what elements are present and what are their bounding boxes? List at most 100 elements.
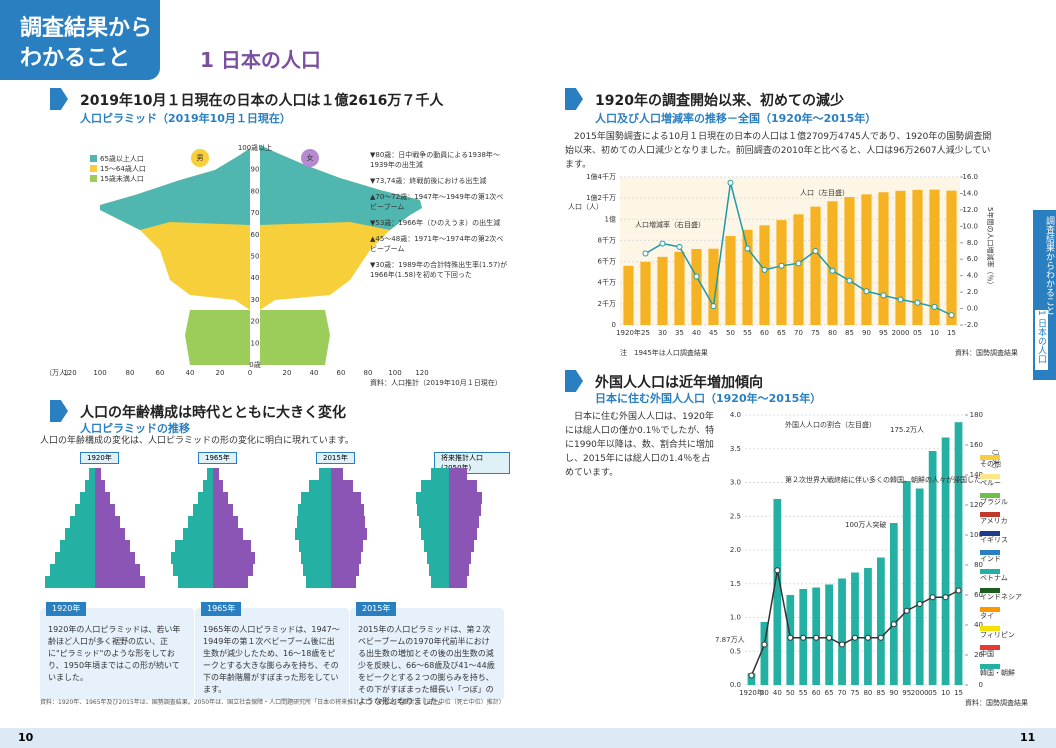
note: ▼53歳：1966年（ひのえうま）の出生減 bbox=[370, 219, 501, 227]
y2-tick-label: 80 bbox=[974, 561, 983, 569]
box-text: 1920年の人口ピラミッドは、若い年齢ほど人口が多く裾野の広い、正に"ピラミッド… bbox=[48, 625, 181, 682]
point bbox=[897, 296, 904, 303]
heading: 人口の年齢構成は時代とともに大きく変化 bbox=[80, 405, 346, 421]
chevron bbox=[565, 370, 583, 392]
female-shape bbox=[95, 468, 145, 588]
population-chart: 0 2千万 4千万 6千万 8千万 1億 1億2千万 1億4千万 -2.0 0.0 2.0 4.0 6.… bbox=[568, 172, 1018, 357]
point bbox=[948, 312, 955, 319]
note: ▼73,74歳：終戦前後における出生減 bbox=[370, 177, 487, 185]
x-tick-label: 1920年 bbox=[739, 688, 764, 697]
x-tick-label: 60 bbox=[812, 689, 821, 697]
point bbox=[761, 266, 768, 273]
point bbox=[903, 607, 910, 614]
bar bbox=[691, 248, 702, 325]
x-tick-label: 70 bbox=[838, 689, 847, 697]
mini-pyramid bbox=[416, 468, 482, 588]
point bbox=[813, 634, 820, 641]
x-tick-label: 55 bbox=[743, 329, 752, 337]
mini-pyramid bbox=[45, 468, 145, 588]
subheading: 人口ピラミッド（2019年10月１日現在） bbox=[80, 112, 291, 125]
mini-pyramid bbox=[171, 468, 255, 588]
callout: 100万人突破 bbox=[845, 520, 886, 529]
female-shape bbox=[449, 468, 482, 588]
year-label: 1920年 bbox=[80, 452, 119, 464]
bar bbox=[760, 622, 769, 685]
x-tick-label: 45 bbox=[709, 329, 718, 337]
point bbox=[774, 567, 781, 574]
y-tick-label: 3.5 bbox=[730, 445, 741, 453]
x-tick-label: 60 bbox=[337, 369, 346, 377]
female-shape bbox=[213, 468, 255, 588]
x-tick-label: 20 bbox=[283, 369, 292, 377]
legend-swatch bbox=[980, 645, 1000, 650]
x-tick-label: 55 bbox=[799, 689, 808, 697]
y-tick-label: 1.5 bbox=[730, 580, 741, 588]
lead: 人口の年齢構成の変化は、人口ピラミッドの形の変化に明白に現れています。 bbox=[40, 436, 354, 446]
boxes: 1920年 1920年の人口ピラミッドは、若い年齢ほど人口が多く裾野の広い、正に"… bbox=[40, 602, 504, 706]
text-box: 2015年 2015年の人口ピラミッドは、第２次ベビーブームの1970年代前半にお… bbox=[350, 602, 504, 706]
x-tick-label: 1920年 bbox=[616, 328, 641, 337]
pyramid: 100歳以上 90 80 70 60 50 40 30 20 10 0歳 120 100 80 60 40 20… bbox=[45, 143, 500, 387]
bar bbox=[776, 220, 787, 325]
point bbox=[877, 634, 884, 641]
age-label: 70 bbox=[251, 209, 260, 217]
point bbox=[778, 262, 785, 269]
point bbox=[829, 267, 836, 274]
point bbox=[852, 634, 858, 641]
y-tick-label: 6千万 bbox=[598, 257, 616, 266]
callout: 第２次世界大戦終結に伴い多くの韓国、朝鮮の人々が帰国した bbox=[785, 475, 981, 484]
point bbox=[955, 587, 962, 594]
legend-swatch bbox=[980, 474, 1000, 479]
tab-text: 1 日本の人口 bbox=[1035, 310, 1048, 370]
age-label: 60 bbox=[251, 231, 260, 239]
bar bbox=[861, 194, 872, 325]
legend-label: フィリピン bbox=[980, 631, 1015, 639]
x-tick-label: 70 bbox=[794, 329, 803, 337]
note: 注 1945年は人口調査結果 bbox=[620, 348, 708, 357]
point bbox=[929, 594, 936, 601]
y2-tick-label: 12.0 bbox=[962, 206, 978, 214]
y-tick-label: 4千万 bbox=[598, 278, 616, 287]
age-label: 100歳以上 bbox=[238, 143, 272, 152]
bar bbox=[912, 189, 923, 325]
x-tick-label: 25 bbox=[641, 329, 650, 337]
bar bbox=[851, 572, 859, 685]
point bbox=[800, 634, 807, 641]
bar bbox=[725, 236, 736, 325]
note: ▲70〜72歳：1947年〜1949年の第1次ベビーブーム bbox=[370, 193, 504, 211]
bar bbox=[915, 488, 924, 685]
footer bbox=[0, 728, 1056, 748]
point bbox=[931, 303, 938, 310]
legend-swatch bbox=[90, 175, 97, 182]
age-label: 10 bbox=[251, 339, 260, 347]
legend-swatch bbox=[980, 626, 1000, 631]
point bbox=[812, 248, 819, 254]
y2-tick-label: 8.0 bbox=[967, 239, 978, 247]
bar bbox=[657, 256, 668, 325]
point bbox=[826, 634, 833, 641]
year-label: 2015年 bbox=[316, 452, 355, 464]
chapter: 1 日本の人口 bbox=[200, 48, 321, 72]
legend-label: ペルー bbox=[980, 479, 1001, 487]
point bbox=[676, 243, 683, 250]
male-shape bbox=[295, 468, 331, 588]
x-tick-label: 90 bbox=[889, 689, 898, 697]
legend-label: アメリカ bbox=[980, 517, 1008, 525]
y2-tick-label: 60 bbox=[974, 591, 983, 599]
age-label: 50 bbox=[251, 253, 260, 261]
x-tick-label: 40 bbox=[773, 689, 782, 697]
point bbox=[659, 240, 666, 247]
age-label: 30 bbox=[251, 296, 260, 304]
note: ▼30歳：1989年の合計特殊出生率(1.57)が1966年(1.58)を初めて… bbox=[370, 261, 508, 279]
bar bbox=[928, 451, 937, 685]
bar bbox=[838, 578, 846, 685]
point bbox=[642, 250, 649, 257]
subheading: 日本に住む外国人人口（1920年〜2015年） bbox=[595, 392, 822, 405]
pyramid-female-old bbox=[260, 145, 422, 230]
x-tick-label: 65 bbox=[825, 689, 834, 697]
x-tick-label: 120 bbox=[415, 369, 428, 377]
pyramid-axes: 100歳以上 90 80 70 60 50 40 30 20 10 0歳 120 100 80 60 40 20… bbox=[45, 143, 500, 387]
legend-swatch bbox=[980, 664, 1000, 669]
bar bbox=[793, 214, 804, 325]
age-label: 0歳 bbox=[249, 360, 260, 369]
